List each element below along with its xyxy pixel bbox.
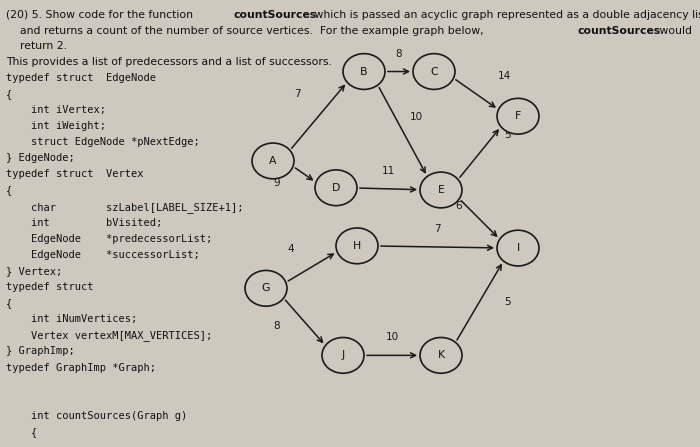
Text: {: { bbox=[6, 89, 12, 99]
Text: 8: 8 bbox=[395, 49, 402, 59]
Text: D: D bbox=[332, 183, 340, 193]
Text: (20) 5. Show code for the function: (20) 5. Show code for the function bbox=[6, 10, 196, 20]
Text: {: { bbox=[6, 427, 37, 437]
Text: 9: 9 bbox=[273, 178, 280, 188]
Text: Vertex vertexM[MAX_VERTICES];: Vertex vertexM[MAX_VERTICES]; bbox=[6, 330, 212, 341]
Text: K: K bbox=[438, 350, 444, 360]
Text: int iWeight;: int iWeight; bbox=[6, 121, 106, 131]
Text: 11: 11 bbox=[382, 166, 395, 176]
Text: C: C bbox=[430, 67, 438, 76]
Ellipse shape bbox=[322, 337, 364, 373]
Text: 7: 7 bbox=[434, 224, 441, 234]
Text: EdgeNode    *successorList;: EdgeNode *successorList; bbox=[6, 250, 199, 260]
Text: } GraphImp;: } GraphImp; bbox=[6, 346, 74, 356]
Text: int iNumVertices;: int iNumVertices; bbox=[6, 314, 136, 324]
Text: int iVertex;: int iVertex; bbox=[6, 105, 106, 115]
Ellipse shape bbox=[497, 98, 539, 134]
Text: char        szLabel[LABEL_SIZE+1];: char szLabel[LABEL_SIZE+1]; bbox=[6, 202, 243, 212]
Text: I: I bbox=[517, 243, 519, 253]
Text: G: G bbox=[262, 283, 270, 293]
Text: 10: 10 bbox=[386, 333, 398, 342]
Text: typedef struct  EdgeNode: typedef struct EdgeNode bbox=[6, 73, 155, 83]
Text: This provides a list of predecessors and a list of successors.: This provides a list of predecessors and… bbox=[6, 57, 332, 67]
Text: A: A bbox=[270, 156, 276, 166]
Text: 10: 10 bbox=[410, 112, 423, 122]
Text: which is passed an acyclic graph represented as a double adjacency list: which is passed an acyclic graph represe… bbox=[311, 10, 700, 20]
Ellipse shape bbox=[420, 172, 462, 208]
Text: } EdgeNode;: } EdgeNode; bbox=[6, 153, 74, 163]
Ellipse shape bbox=[343, 54, 385, 89]
Text: 8: 8 bbox=[273, 321, 280, 331]
Text: F: F bbox=[515, 111, 521, 121]
Ellipse shape bbox=[252, 143, 294, 179]
Text: EdgeNode    *predecessorList;: EdgeNode *predecessorList; bbox=[6, 234, 212, 244]
Ellipse shape bbox=[315, 170, 357, 206]
Text: 5: 5 bbox=[504, 130, 511, 140]
Text: countSources: countSources bbox=[578, 26, 661, 36]
Text: 5: 5 bbox=[504, 297, 511, 307]
Ellipse shape bbox=[420, 337, 462, 373]
Text: struct EdgeNode *pNextEdge;: struct EdgeNode *pNextEdge; bbox=[6, 137, 199, 147]
Text: 7: 7 bbox=[294, 89, 301, 99]
Text: typedef struct: typedef struct bbox=[6, 282, 93, 292]
Text: H: H bbox=[353, 241, 361, 251]
Text: return 2.: return 2. bbox=[6, 41, 66, 51]
Text: } Vertex;: } Vertex; bbox=[6, 266, 62, 276]
Text: would: would bbox=[656, 26, 692, 36]
Text: int countSources(Graph g): int countSources(Graph g) bbox=[6, 411, 187, 421]
Ellipse shape bbox=[336, 228, 378, 264]
Text: 6: 6 bbox=[455, 201, 462, 211]
Ellipse shape bbox=[245, 270, 287, 306]
Text: E: E bbox=[438, 185, 444, 195]
Text: typedef struct  Vertex: typedef struct Vertex bbox=[6, 169, 143, 179]
Text: B: B bbox=[360, 67, 368, 76]
Text: 4: 4 bbox=[287, 244, 294, 254]
Text: typedef GraphImp *Graph;: typedef GraphImp *Graph; bbox=[6, 363, 155, 372]
Text: int         bVisited;: int bVisited; bbox=[6, 218, 162, 228]
Text: 14: 14 bbox=[498, 71, 510, 81]
Text: countSources: countSources bbox=[233, 10, 316, 20]
Text: {: { bbox=[6, 186, 12, 195]
Ellipse shape bbox=[413, 54, 455, 89]
Text: and returns a count of the number of source vertices.  For the example graph bel: and returns a count of the number of sou… bbox=[6, 26, 486, 36]
Text: J: J bbox=[342, 350, 344, 360]
Ellipse shape bbox=[497, 230, 539, 266]
Text: {: { bbox=[6, 298, 12, 308]
